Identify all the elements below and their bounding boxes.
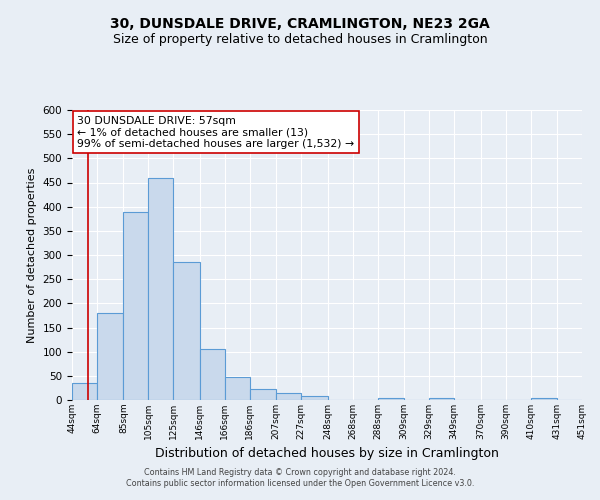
Bar xyxy=(173,262,200,400)
Bar xyxy=(200,349,225,400)
Bar xyxy=(72,383,97,400)
Bar xyxy=(301,396,328,400)
Text: Contains HM Land Registry data © Crown copyright and database right 2024.
Contai: Contains HM Land Registry data © Crown c… xyxy=(126,468,474,487)
Bar xyxy=(378,398,404,400)
Bar xyxy=(148,178,173,400)
Bar xyxy=(97,313,124,400)
Y-axis label: Number of detached properties: Number of detached properties xyxy=(27,168,37,342)
Bar xyxy=(250,390,276,400)
Bar xyxy=(124,212,148,400)
X-axis label: Distribution of detached houses by size in Cramlington: Distribution of detached houses by size … xyxy=(155,448,499,460)
Text: 30, DUNSDALE DRIVE, CRAMLINGTON, NE23 2GA: 30, DUNSDALE DRIVE, CRAMLINGTON, NE23 2G… xyxy=(110,18,490,32)
Text: Size of property relative to detached houses in Cramlington: Size of property relative to detached ho… xyxy=(113,32,487,46)
Bar xyxy=(225,377,250,400)
Bar xyxy=(276,393,301,400)
Text: 30 DUNSDALE DRIVE: 57sqm
← 1% of detached houses are smaller (13)
99% of semi-de: 30 DUNSDALE DRIVE: 57sqm ← 1% of detache… xyxy=(77,116,354,149)
Bar xyxy=(429,398,454,400)
Bar xyxy=(530,398,557,400)
